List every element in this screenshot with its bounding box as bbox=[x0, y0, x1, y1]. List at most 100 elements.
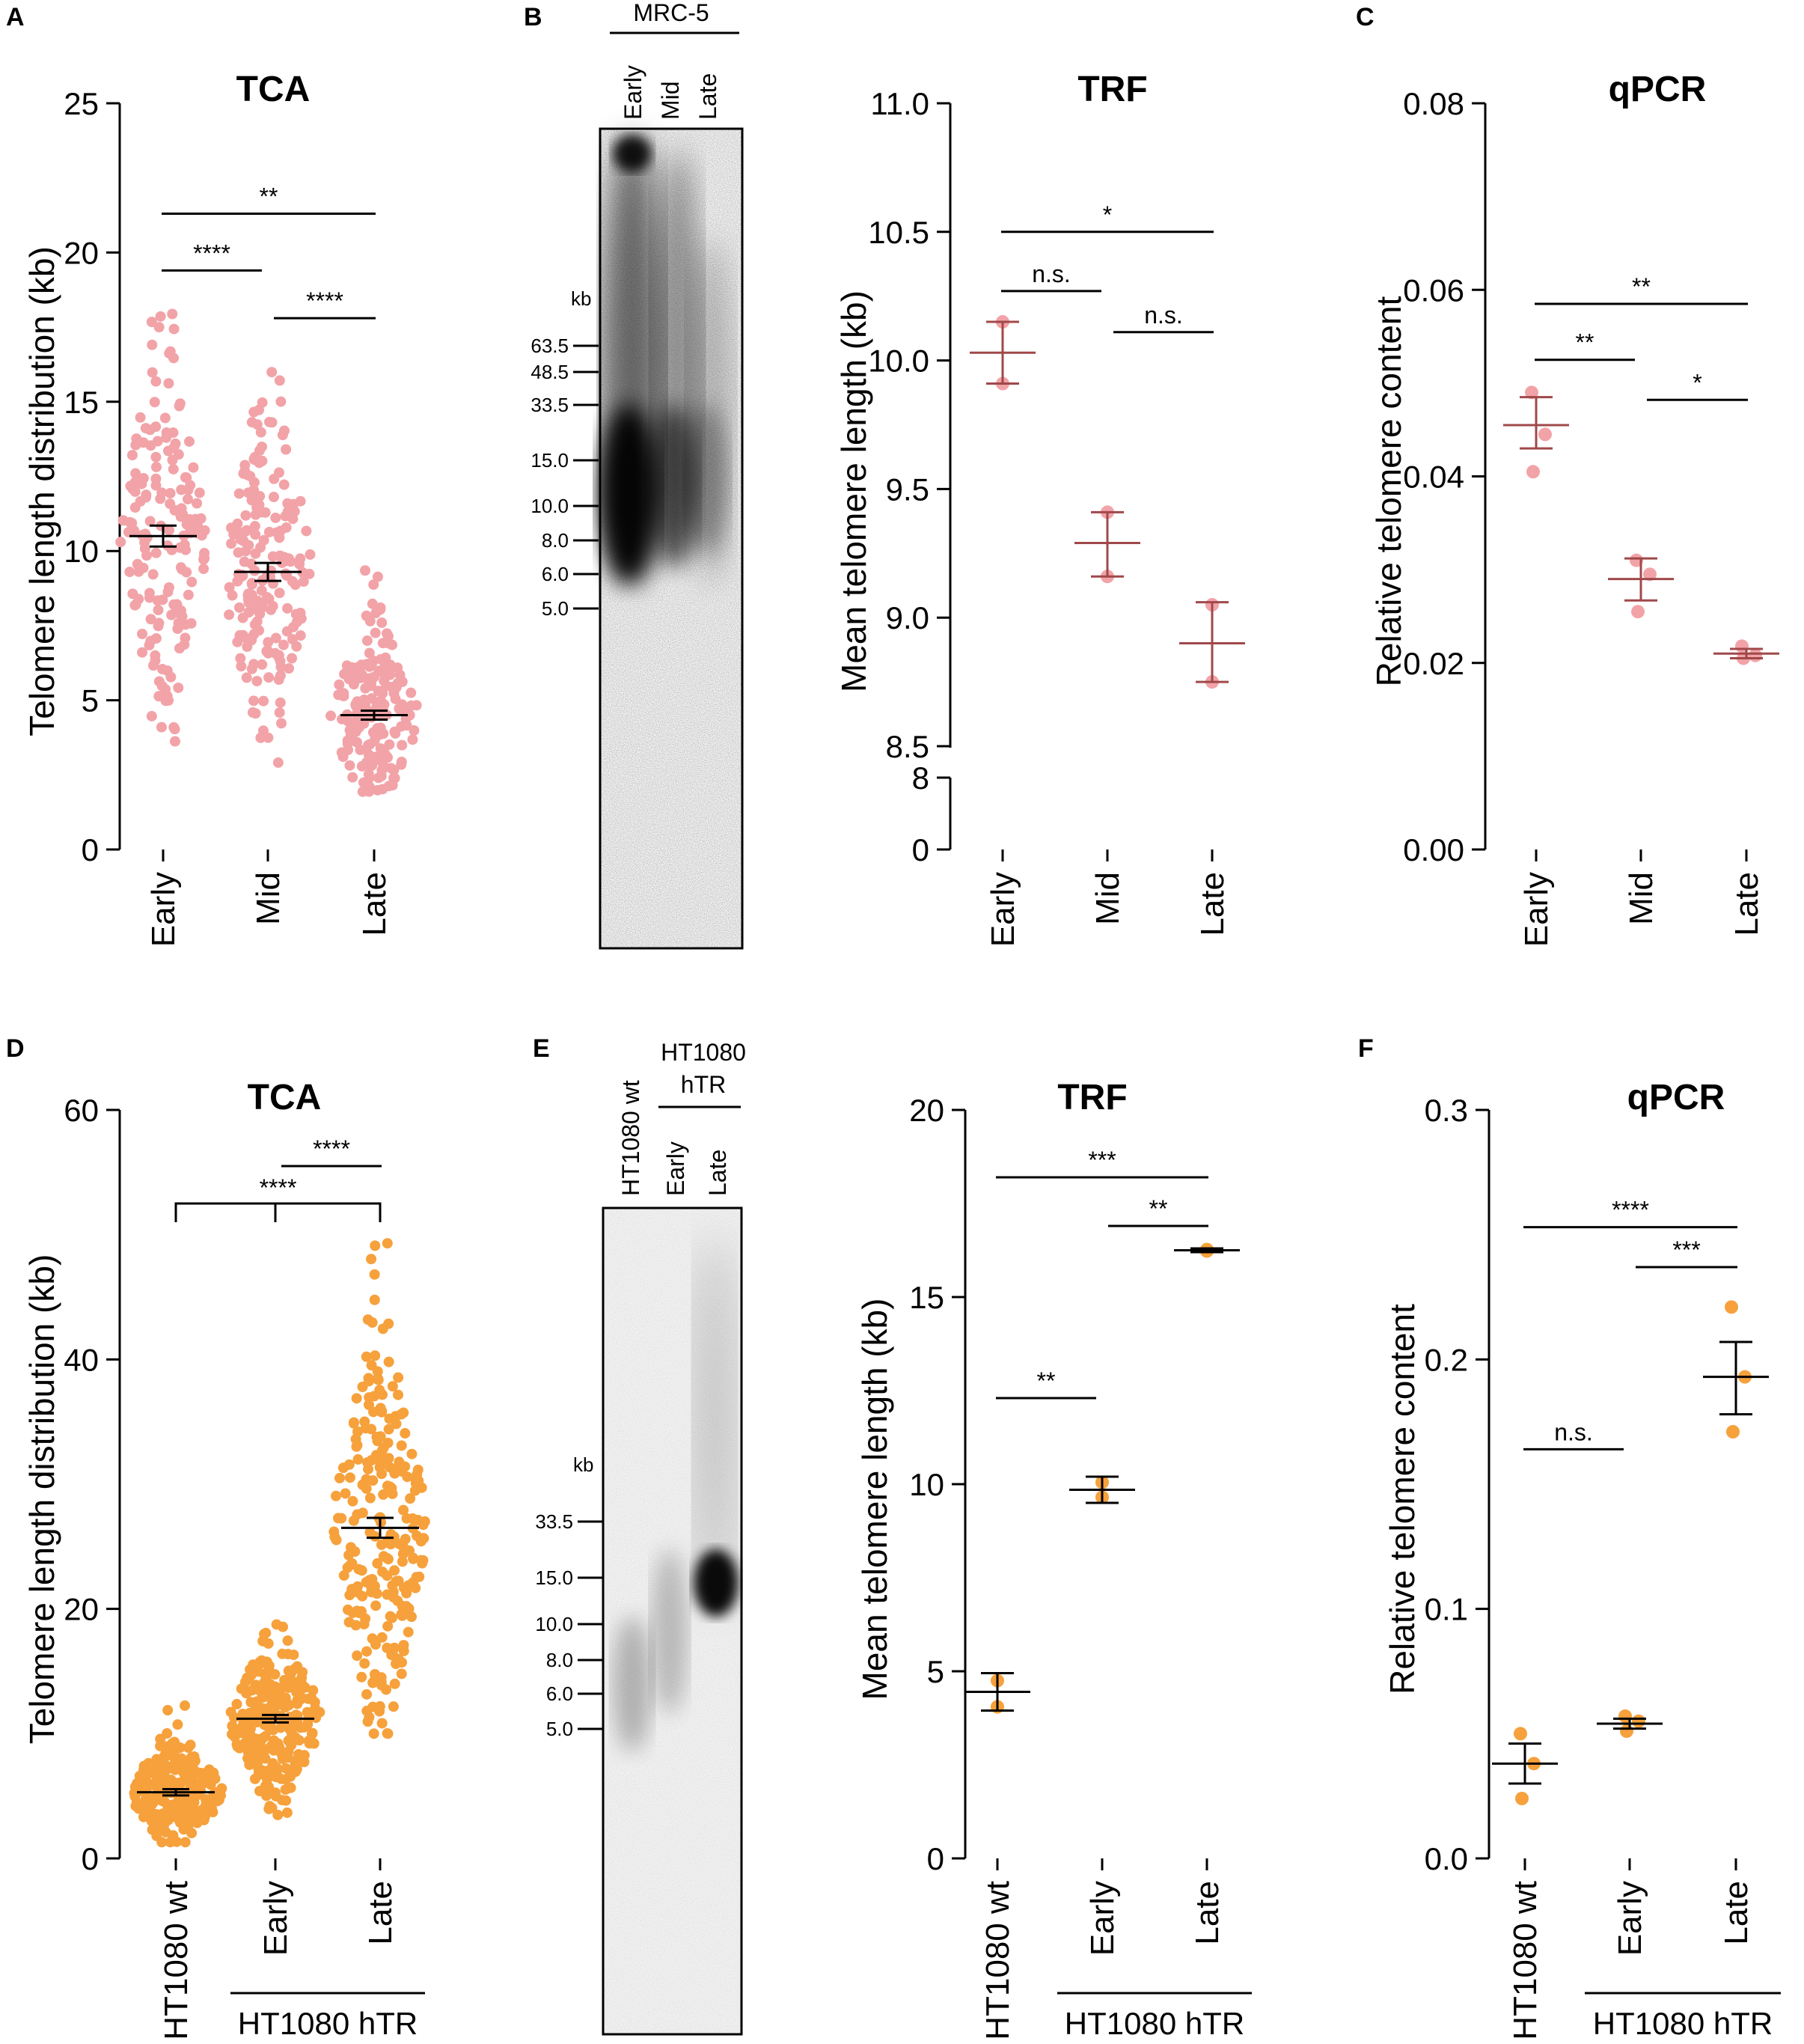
chart-f-sig-label: n.s. bbox=[1554, 1418, 1593, 1445]
chart-a-point bbox=[169, 736, 180, 747]
chart-a-point bbox=[233, 488, 245, 499]
chart-d-point bbox=[371, 1431, 382, 1442]
chart-e-xtick-label: Early bbox=[1084, 1881, 1121, 1956]
chart-d-point bbox=[155, 1740, 166, 1751]
chart-d-point bbox=[367, 1677, 379, 1688]
chart-d-point bbox=[370, 1350, 381, 1361]
chart-d-point bbox=[389, 1678, 400, 1689]
chart-a-point bbox=[373, 686, 384, 697]
chart-d-point bbox=[253, 1666, 264, 1677]
chart-d-point bbox=[376, 1632, 388, 1643]
chart-c-sig-label: ** bbox=[1576, 329, 1594, 356]
chart-a-point bbox=[153, 322, 165, 333]
chart-d-point bbox=[308, 1685, 319, 1696]
chart-d-ylabel: Telomere length distribution (kb) bbox=[22, 1254, 61, 1745]
chart-a-point bbox=[129, 502, 141, 513]
chart-e-sig-label: ** bbox=[1149, 1195, 1168, 1222]
chart-d-point bbox=[257, 1635, 269, 1647]
chart-b-ytick-label: 10.0 bbox=[868, 344, 929, 379]
chart-a-point bbox=[196, 530, 207, 541]
chart-d-point bbox=[307, 1728, 318, 1739]
chart-a-point bbox=[150, 451, 162, 463]
chart-a-point bbox=[141, 532, 153, 543]
chart-a-point bbox=[376, 770, 387, 781]
chart-a-point bbox=[171, 599, 183, 610]
chart-a-point bbox=[375, 653, 386, 665]
chart-d-point bbox=[252, 1746, 263, 1757]
chart-f-group-label: HT1080 hTR bbox=[1593, 2006, 1773, 2041]
chart-a-point bbox=[270, 512, 281, 523]
chart-d-point bbox=[385, 1481, 396, 1492]
chart-a-point bbox=[137, 647, 148, 658]
chart-d-point bbox=[296, 1672, 308, 1683]
chart-d-point bbox=[151, 1754, 162, 1765]
chart-a-point bbox=[296, 613, 307, 624]
chart-a-point bbox=[173, 682, 184, 693]
chart-a-point bbox=[352, 717, 364, 728]
chart-d-point bbox=[237, 1708, 248, 1719]
chart-d-point bbox=[402, 1471, 413, 1483]
chart-d-point bbox=[172, 1719, 183, 1730]
chart-d-point bbox=[382, 1238, 393, 1249]
chart-d-point bbox=[389, 1642, 400, 1653]
chart-d-point bbox=[374, 1706, 385, 1717]
chart-d-point bbox=[309, 1697, 320, 1708]
chart-d-point bbox=[347, 1495, 358, 1507]
chart-d-point bbox=[393, 1389, 404, 1400]
chart-d-sig-label: **** bbox=[313, 1135, 350, 1162]
chart-a-point bbox=[236, 661, 247, 672]
chart-a-point bbox=[147, 367, 158, 378]
chart-a-point bbox=[382, 752, 393, 763]
chart-d-point bbox=[400, 1428, 411, 1439]
chart-a-point bbox=[155, 493, 166, 504]
chart-a-point bbox=[274, 375, 285, 386]
chart-f-point bbox=[1514, 1727, 1527, 1741]
chart-a-point bbox=[351, 701, 362, 712]
chart-a-point bbox=[181, 519, 192, 530]
gel-e-ladder-label: 5.0 bbox=[546, 1718, 573, 1740]
chart-a-point bbox=[266, 417, 278, 428]
chart-a-point bbox=[174, 398, 186, 409]
chart-a-point bbox=[334, 679, 345, 690]
chart-a-point bbox=[345, 730, 356, 741]
chart-c-ytick-label: 0.02 bbox=[1403, 646, 1464, 681]
chart-a-point bbox=[364, 659, 375, 670]
gel-b-header: MRC-5 bbox=[633, 0, 709, 26]
chart-c-ylabel: Relative telomere content bbox=[1369, 296, 1408, 686]
chart-c-title: qPCR bbox=[1609, 70, 1707, 109]
chart-a-point bbox=[282, 602, 293, 614]
chart-a-point bbox=[239, 460, 251, 471]
chart-a-point bbox=[182, 494, 193, 505]
chart-b-ytick-label: 8.5 bbox=[886, 729, 929, 764]
chart-d-point bbox=[376, 1672, 387, 1683]
chart-d-point bbox=[179, 1802, 190, 1813]
gel-e-header-line-1: HT1080 bbox=[661, 1039, 746, 1066]
chart-f-point bbox=[1515, 1792, 1529, 1805]
chart-d-point bbox=[162, 1810, 174, 1821]
chart-f-ytick-label: 0.1 bbox=[1425, 1592, 1468, 1627]
chart-d-point bbox=[197, 1807, 208, 1819]
chart-d-point bbox=[361, 1646, 373, 1657]
chart-d-point bbox=[159, 1796, 171, 1807]
gel-b-ladder-label: 6.0 bbox=[542, 563, 569, 585]
chart-d-point bbox=[366, 1424, 377, 1435]
chart-a-point bbox=[238, 468, 249, 479]
chart-d-point bbox=[368, 1728, 379, 1739]
chart-a-point bbox=[275, 396, 287, 407]
chart-d-point bbox=[293, 1685, 304, 1696]
chart-a-point bbox=[366, 752, 377, 763]
chart-d-point bbox=[192, 1778, 203, 1790]
chart-e-xtick-label: Late bbox=[1189, 1881, 1226, 1945]
gel-b-lane-1: Early bbox=[620, 65, 646, 120]
chart-a-ytick-label: 5 bbox=[82, 683, 99, 719]
chart-a-point bbox=[360, 565, 371, 576]
chart-a-point bbox=[127, 588, 138, 600]
chart-a-point bbox=[246, 417, 257, 428]
chart-d-point bbox=[398, 1645, 409, 1656]
chart-d-point bbox=[245, 1741, 256, 1752]
chart-d-point bbox=[396, 1440, 407, 1451]
chart-a-point bbox=[150, 480, 162, 491]
chart-a-point bbox=[397, 739, 408, 751]
chart-d-point bbox=[338, 1570, 349, 1581]
